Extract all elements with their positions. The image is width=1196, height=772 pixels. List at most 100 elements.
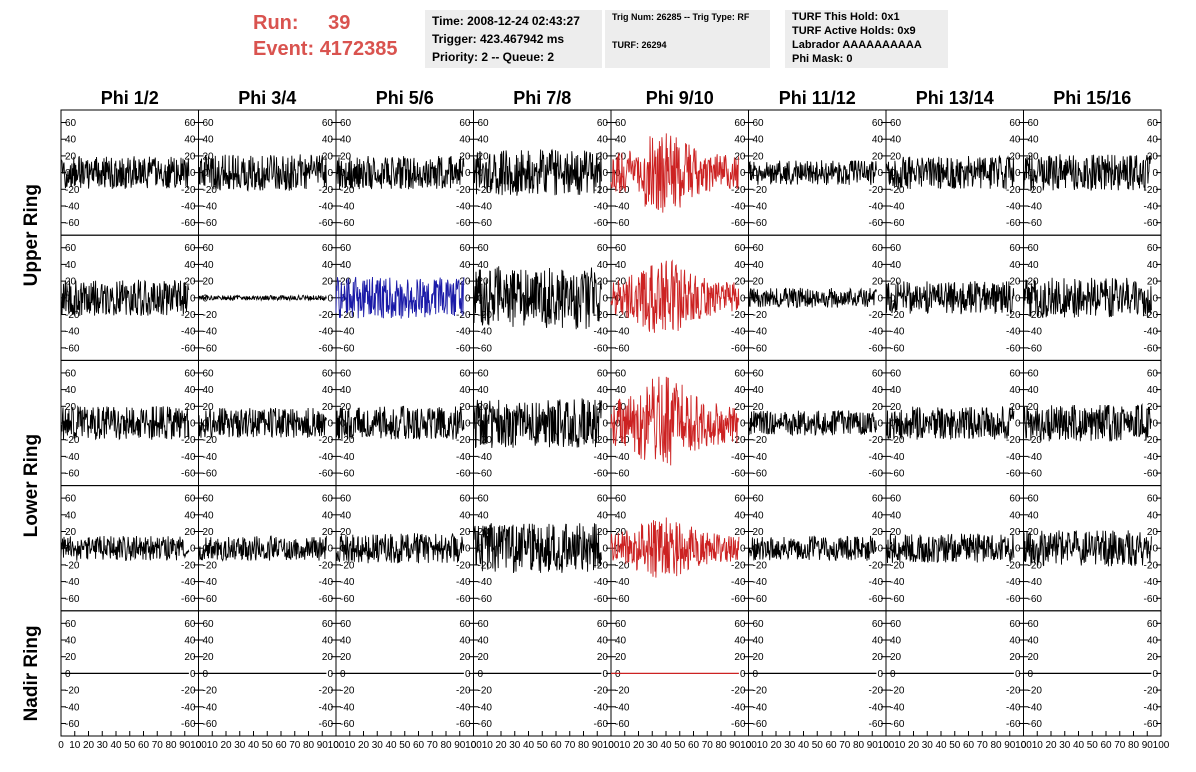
- y-tick-label: -60: [456, 469, 471, 480]
- waveform-trace: [1023, 277, 1152, 318]
- y-tick-label: 40: [615, 260, 627, 271]
- y-tick-label: 20: [1028, 151, 1040, 162]
- y-tick-label: 60: [478, 243, 490, 254]
- y-tick-label: -20: [1028, 560, 1043, 571]
- y-tick-label: -60: [731, 719, 746, 730]
- run-value: 39: [328, 12, 351, 34]
- waveform-trace: [473, 266, 602, 330]
- x-tick-label: 0: [471, 740, 477, 751]
- y-tick-label: 40: [890, 135, 902, 146]
- y-tick-label: 20: [597, 151, 609, 162]
- y-tick-label: -40: [753, 201, 768, 212]
- x-tick-label: 90: [592, 740, 604, 751]
- y-tick-label: 60: [615, 243, 627, 254]
- y-tick-label: 40: [1147, 510, 1159, 521]
- y-tick-label: -40: [1006, 327, 1021, 338]
- y-tick-label: -60: [869, 719, 884, 730]
- y-tick-label: -60: [65, 719, 80, 730]
- column-header: Phi 7/8: [513, 88, 571, 108]
- y-tick-label: 0: [740, 669, 746, 680]
- y-tick-label: 40: [753, 636, 765, 647]
- x-tick-label: 100: [465, 740, 482, 751]
- y-tick-label: -60: [753, 469, 768, 480]
- y-tick-label: -20: [340, 310, 355, 321]
- y-tick-label: -40: [890, 327, 905, 338]
- y-tick-label: 0: [1015, 419, 1021, 430]
- y-tick-label: 60: [597, 494, 609, 505]
- y-tick-label: 20: [597, 402, 609, 413]
- y-tick-label: -20: [181, 686, 196, 697]
- y-tick-label: -20: [869, 560, 884, 571]
- y-tick-label: -60: [890, 218, 905, 229]
- y-tick-label: 60: [734, 494, 746, 505]
- column-header: Phi 3/4: [238, 88, 296, 108]
- y-tick-label: 40: [203, 260, 215, 271]
- y-tick-label: 0: [340, 669, 346, 680]
- x-tick-label: 40: [110, 740, 122, 751]
- turf-this-hold-text: TURF This Hold: 0x1: [792, 11, 900, 23]
- y-tick-label: 0: [753, 168, 759, 179]
- y-tick-label: 60: [753, 619, 765, 630]
- y-tick-label: -40: [203, 577, 218, 588]
- waveform-trace: [885, 406, 1015, 440]
- y-tick-label: -60: [1144, 469, 1159, 480]
- y-tick-label: 40: [1028, 135, 1040, 146]
- x-tick-label: 10: [482, 740, 494, 751]
- y-tick-label: -60: [319, 719, 334, 730]
- y-tick-label: -40: [869, 327, 884, 338]
- y-tick-label: 0: [1015, 669, 1021, 680]
- x-tick-label: 50: [537, 740, 549, 751]
- y-tick-label: 20: [753, 277, 765, 288]
- y-tick-label: -20: [731, 185, 746, 196]
- y-tick-label: -40: [615, 201, 630, 212]
- x-tick-label: 30: [97, 740, 109, 751]
- y-tick-label: 40: [872, 385, 884, 396]
- y-tick-label: 20: [734, 277, 746, 288]
- x-tick-label: 40: [385, 740, 397, 751]
- y-tick-label: 60: [184, 118, 196, 129]
- y-tick-label: -40: [615, 702, 630, 713]
- y-tick-label: -20: [319, 560, 334, 571]
- x-tick-label: 0: [58, 740, 64, 751]
- y-tick-label: -20: [1028, 686, 1043, 697]
- y-tick-label: 60: [890, 118, 902, 129]
- y-tick-label: 20: [459, 277, 471, 288]
- run-line: Run: 39: [253, 10, 398, 36]
- x-tick-label: 20: [220, 740, 232, 751]
- y-tick-label: -20: [890, 185, 905, 196]
- y-tick-label: -60: [615, 218, 630, 229]
- y-tick-label: 40: [184, 636, 196, 647]
- x-tick-label: 40: [935, 740, 947, 751]
- y-tick-label: 20: [1009, 151, 1021, 162]
- y-tick-label: 0: [877, 293, 883, 304]
- y-tick-label: 20: [1147, 527, 1159, 538]
- y-tick-label: 0: [740, 419, 746, 430]
- y-tick-label: 20: [890, 527, 902, 538]
- y-tick-label: 60: [65, 368, 77, 379]
- y-tick-label: 20: [872, 652, 884, 663]
- y-tick-label: 60: [734, 368, 746, 379]
- waveform-trace: [60, 156, 190, 189]
- y-tick-label: -20: [594, 310, 609, 321]
- y-tick-label: 20: [597, 277, 609, 288]
- trigger-text: Trigger: 423.467942 ms: [432, 32, 565, 46]
- waveform-trace: [610, 259, 740, 333]
- y-tick-label: -40: [1028, 702, 1043, 713]
- y-tick-label: 0: [1152, 293, 1158, 304]
- y-tick-label: -40: [456, 577, 471, 588]
- x-tick-label: 0: [196, 740, 202, 751]
- y-tick-label: -40: [1006, 201, 1021, 212]
- y-tick-label: -60: [319, 594, 334, 605]
- y-tick-label: -20: [869, 310, 884, 321]
- y-tick-label: 40: [65, 135, 77, 146]
- y-tick-label: 40: [1147, 636, 1159, 647]
- y-tick-label: 60: [322, 494, 334, 505]
- y-tick-label: -20: [65, 310, 80, 321]
- y-tick-label: -20: [456, 686, 471, 697]
- x-tick-label: 20: [495, 740, 507, 751]
- waveform-trace: [748, 535, 877, 562]
- waveform-trace: [885, 533, 1015, 564]
- column-header: Phi 11/12: [779, 88, 856, 108]
